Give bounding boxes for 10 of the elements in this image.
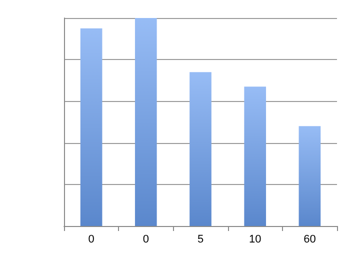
x-tick-label: 10 (248, 234, 262, 246)
bar (80, 28, 102, 226)
bar (134, 18, 157, 226)
x-tick-label: 0 (142, 234, 149, 246)
x-tick-label: 0 (88, 234, 94, 246)
bar (190, 72, 212, 226)
bar (244, 86, 266, 226)
x-tick-label: 5 (197, 234, 204, 246)
bar (298, 126, 321, 226)
x-tick-label: 60 (304, 234, 316, 246)
